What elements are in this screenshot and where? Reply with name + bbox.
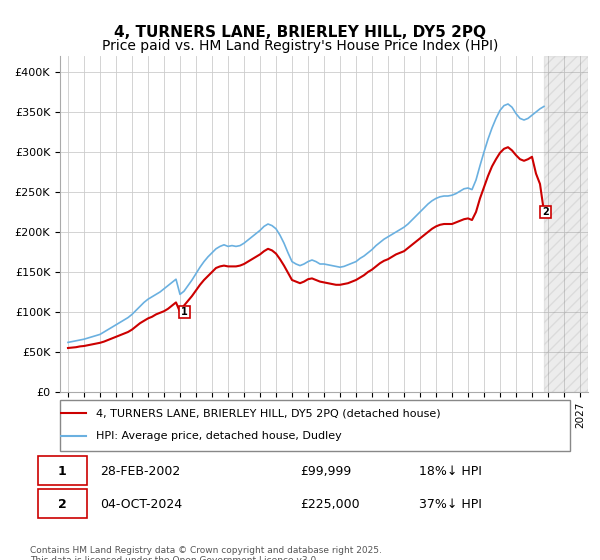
Text: 4, TURNERS LANE, BRIERLEY HILL, DY5 2PQ: 4, TURNERS LANE, BRIERLEY HILL, DY5 2PQ [114,25,486,40]
Text: £225,000: £225,000 [300,498,359,511]
Text: 4, TURNERS LANE, BRIERLEY HILL, DY5 2PQ (detached house): 4, TURNERS LANE, BRIERLEY HILL, DY5 2PQ … [96,408,440,418]
Text: 2: 2 [542,207,549,217]
Text: Contains HM Land Registry data © Crown copyright and database right 2025.
This d: Contains HM Land Registry data © Crown c… [30,546,382,560]
Text: 04-OCT-2024: 04-OCT-2024 [100,498,182,511]
Text: £99,999: £99,999 [300,465,351,478]
FancyBboxPatch shape [179,306,190,319]
FancyBboxPatch shape [38,488,86,517]
FancyBboxPatch shape [60,400,570,451]
Text: 37%↓ HPI: 37%↓ HPI [419,498,482,511]
Text: HPI: Average price, detached house, Dudley: HPI: Average price, detached house, Dudl… [96,431,341,441]
FancyBboxPatch shape [38,456,86,485]
Text: 2: 2 [58,498,67,511]
Text: 18%↓ HPI: 18%↓ HPI [419,465,482,478]
Text: 28-FEB-2002: 28-FEB-2002 [100,465,181,478]
FancyBboxPatch shape [540,206,551,218]
Bar [544,56,588,392]
Text: Price paid vs. HM Land Registry's House Price Index (HPI): Price paid vs. HM Land Registry's House … [102,39,498,53]
Text: 1: 1 [58,465,67,478]
Text: 1: 1 [181,307,188,317]
